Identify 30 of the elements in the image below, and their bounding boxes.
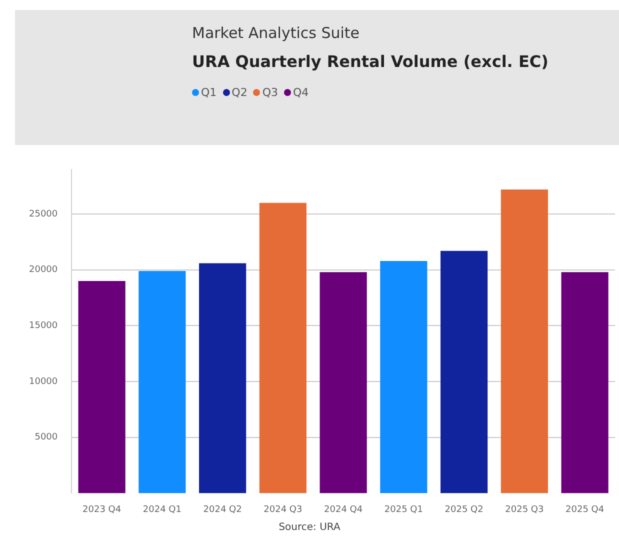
legend-label: Q1: [200, 86, 217, 99]
legend-label: Q2: [230, 86, 248, 99]
x-tick-label: 2025 Q4: [566, 504, 604, 515]
bar: [138, 271, 186, 494]
bar: [500, 190, 548, 494]
bar: [440, 250, 488, 494]
bar: [561, 272, 608, 494]
bar: [199, 263, 246, 494]
y-tick-label: 15000: [28, 321, 58, 332]
y-tick-label: 10000: [28, 376, 58, 387]
chart-subtitle: Market Analytics Suite: [192, 24, 360, 42]
y-tick-label: 20000: [28, 265, 58, 276]
bar: [320, 272, 367, 494]
y-tick-label: 25000: [28, 209, 58, 220]
x-tick-label: 2025 Q2: [444, 504, 484, 515]
x-tick-label: 2025 Q3: [505, 504, 544, 515]
x-tick-label: 2024 Q3: [264, 504, 302, 515]
bar: [259, 202, 306, 494]
x-tick-label: 2023 Q4: [82, 504, 122, 515]
legend-label: Q4: [292, 86, 309, 99]
bar: [78, 281, 126, 494]
source-note: Source: URA: [278, 522, 342, 533]
bar: [380, 260, 428, 494]
chart-title: URA Quarterly Rental Volume (excl. EC): [192, 52, 548, 71]
x-tick-label: 2024 Q4: [324, 504, 363, 515]
legend-label: Q3: [261, 86, 278, 99]
x-tick-label: 2025 Q1: [384, 504, 423, 515]
y-tick-label: 5000: [34, 432, 58, 443]
x-tick-label: 2024 Q2: [203, 504, 242, 515]
x-tick-label: 2024 Q1: [142, 504, 182, 515]
